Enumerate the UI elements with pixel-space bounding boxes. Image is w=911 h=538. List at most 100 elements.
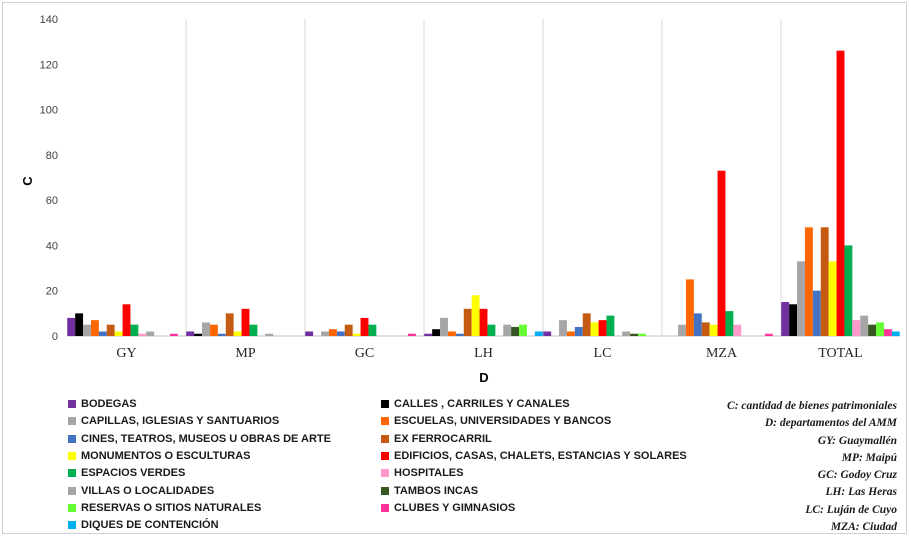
bar [733, 324, 742, 336]
bar [305, 331, 314, 336]
y-tick-label: 80 [46, 150, 58, 162]
bar [352, 333, 361, 336]
legend-item: CAPILLAS, IGLESIAS Y SANTUARIOS [68, 415, 279, 427]
legend-label: DIQUES DE CONTENCIÓN [81, 519, 219, 532]
y-tick-labels: 0 20 40 60 80 100 120 140 [40, 14, 58, 343]
bar [543, 331, 552, 336]
bar [130, 324, 139, 336]
legend-swatch [68, 451, 76, 460]
y-axis-title: C [20, 176, 35, 186]
bar [860, 315, 869, 336]
legend-swatch [68, 486, 76, 495]
y-tick-label: 120 [40, 59, 58, 71]
bar [701, 322, 710, 336]
legend-label: ESCUELAS, UNIVERSIDADES Y BANCOS [394, 415, 612, 428]
bar [463, 308, 472, 336]
bar [574, 326, 583, 336]
bar [447, 331, 456, 336]
bar [249, 324, 258, 336]
legend-item: TAMBOS INCAS [381, 485, 478, 497]
note-line: MZA: Ciudad [830, 521, 897, 534]
legend-swatch [68, 521, 76, 530]
legend-label: CLUBES Y GIMNASIOS [394, 501, 516, 514]
legend-label: RESERVAS O SITIOS NATURALES [81, 501, 262, 514]
bar [559, 320, 567, 336]
bar [582, 313, 591, 336]
grid-layer [67, 19, 900, 337]
bar [709, 324, 718, 336]
bar [590, 322, 599, 336]
y-tick-label: 0 [52, 331, 58, 343]
x-category-label: GY [116, 346, 136, 361]
bar [407, 333, 416, 336]
bar [67, 317, 76, 336]
bar [471, 295, 480, 336]
note-line: GY: Guaymallén [817, 434, 897, 447]
bar [202, 322, 210, 336]
bar [883, 329, 892, 336]
bar [804, 227, 813, 336]
bar [693, 313, 702, 336]
legend-item: ESPACIOS VERDES [68, 467, 185, 479]
x-category-label: MZA [706, 346, 738, 361]
bar [678, 324, 686, 336]
bar [114, 331, 123, 336]
legend-swatch [381, 503, 389, 512]
bar [122, 304, 131, 336]
bar [106, 324, 115, 336]
note-line: LH: Las Heras [825, 486, 897, 499]
legend-item: VILLAS O LOCALIDADES [68, 485, 214, 497]
x-category-label: LH [474, 346, 493, 361]
notes-box: C: cantidad de bienes patrimoniales D: de… [727, 398, 897, 536]
legend-item: MONUMENTOS O ESCULTURAS [68, 450, 251, 462]
y-tick-label: 100 [40, 105, 58, 117]
legend-swatch [381, 434, 389, 443]
bar [225, 313, 234, 336]
y-tick-label: 20 [46, 286, 58, 298]
bar [146, 331, 155, 336]
bar [622, 331, 631, 336]
bar [519, 324, 527, 336]
bar [836, 50, 845, 336]
legend-swatch [68, 469, 76, 478]
bar [764, 333, 773, 336]
bar [169, 333, 178, 336]
note-line: D: departamentos del AMM [764, 417, 897, 430]
bar [186, 331, 195, 336]
bar [638, 333, 646, 336]
legend-item: EX FERROCARRIL [381, 433, 492, 445]
bar [424, 333, 433, 336]
bar [717, 170, 726, 336]
bar [891, 331, 900, 336]
legend-label: ESPACIOS VERDES [81, 467, 186, 480]
bar [876, 322, 884, 336]
bar [265, 333, 274, 336]
x-category-label: TOTAL [818, 346, 863, 361]
bar [503, 324, 512, 336]
bar [566, 331, 575, 336]
note-line: MP: Maipú [841, 451, 897, 464]
legend-item: CALLES , CARRILES Y CANALES [381, 398, 570, 410]
bar [630, 333, 639, 336]
bar [781, 302, 790, 336]
bar [138, 333, 147, 336]
legend-swatch [68, 503, 76, 512]
legend-label: MONUMENTOS O ESCULTURAS [81, 449, 251, 462]
bar [685, 279, 694, 336]
bar [487, 324, 496, 336]
bar [511, 326, 520, 336]
legend-swatch [381, 417, 389, 426]
x-category-label: MP [235, 346, 255, 361]
y-tick-label: 140 [40, 14, 58, 26]
legend-label: CALLES , CARRILES Y CANALES [394, 398, 570, 410]
bar [789, 304, 798, 336]
legend-swatch [68, 417, 76, 426]
bar [812, 290, 821, 336]
bar [75, 313, 84, 336]
bars-layer [67, 50, 900, 336]
x-axis-title: D [479, 370, 488, 385]
legend-swatch [68, 434, 76, 443]
legend-label: HOSPITALES [394, 467, 464, 480]
